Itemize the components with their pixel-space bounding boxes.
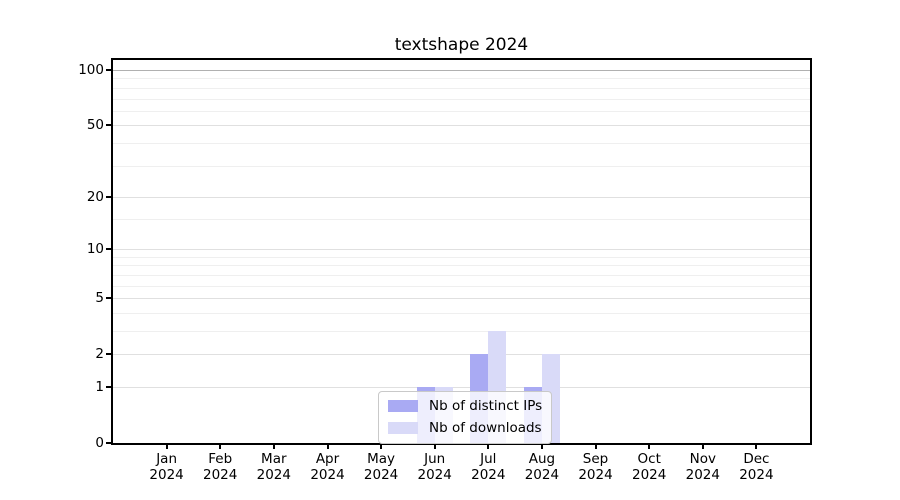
minor-gridline	[113, 312, 810, 314]
minor-gridline	[113, 87, 810, 89]
major-gridline	[113, 125, 810, 127]
x-tick-label: Sep 2024	[578, 451, 613, 483]
x-tick-label: Jan 2024	[149, 451, 184, 483]
x-tick-mark	[487, 444, 490, 449]
x-tick-mark	[594, 444, 597, 449]
x-tick-label: May 2024	[363, 451, 399, 483]
y-tick-label: 50	[86, 117, 104, 134]
major-gridline	[113, 249, 810, 251]
minor-gridline	[113, 165, 810, 167]
x-tick-label: Dec 2024	[739, 451, 774, 483]
major-gridline	[113, 70, 810, 71]
legend: Nb of distinct IPs Nb of downloads	[378, 391, 553, 444]
y-tick-mark	[106, 69, 112, 71]
x-tick-mark	[165, 444, 168, 449]
minor-gridline	[113, 331, 810, 332]
minor-gridline	[113, 285, 810, 287]
major-gridline	[113, 196, 810, 198]
legend-item: Nb of distinct IPs	[388, 398, 542, 414]
y-tick-mark	[106, 124, 112, 127]
x-tick-mark	[701, 444, 704, 449]
x-tick-mark	[648, 444, 651, 449]
minor-gridline	[113, 218, 810, 220]
y-tick-mark	[106, 442, 112, 444]
minor-gridline	[113, 142, 810, 144]
x-tick-mark	[326, 444, 329, 449]
x-tick-label: Aug 2024	[524, 451, 560, 483]
major-gridline	[113, 298, 810, 300]
y-tick-label: 1	[95, 379, 104, 395]
x-tick-mark	[433, 444, 436, 449]
major-gridline	[113, 387, 810, 388]
legend-swatch	[388, 400, 418, 412]
minor-gridline	[113, 256, 810, 258]
legend-item: Nb of downloads	[388, 420, 542, 436]
x-tick-mark	[272, 444, 275, 449]
x-tick-mark	[755, 444, 758, 449]
plot-area	[113, 60, 810, 443]
x-tick-mark	[380, 444, 383, 449]
x-tick-mark	[219, 444, 222, 449]
y-tick-label: 5	[95, 290, 104, 307]
x-tick-label: Nov 2024	[685, 451, 720, 483]
y-tick-mark	[106, 353, 112, 356]
x-tick-label: Jul 2024	[471, 451, 506, 483]
chart-title: textshape 2024	[394, 35, 529, 55]
y-tick-mark	[106, 386, 112, 388]
minor-gridline	[113, 98, 810, 100]
y-tick-mark	[106, 248, 112, 251]
y-tick-label: 2	[95, 346, 104, 363]
legend-label: Nb of distinct IPs	[429, 398, 543, 414]
y-tick-label: 0	[95, 435, 104, 451]
minor-gridline	[113, 265, 810, 267]
major-gridline	[113, 354, 810, 356]
x-tick-mark	[540, 444, 543, 449]
x-tick-label: Mar 2024	[256, 451, 291, 483]
x-tick-label: Oct 2024	[632, 451, 667, 483]
minor-gridline	[113, 110, 810, 112]
y-tick-label: 10	[86, 241, 104, 258]
y-tick-label: 20	[86, 188, 104, 205]
legend-swatch	[388, 422, 418, 434]
x-tick-label: Apr 2024	[310, 451, 345, 483]
y-tick-mark	[106, 297, 112, 300]
minor-gridline	[113, 274, 810, 276]
legend-label: Nb of downloads	[429, 420, 542, 436]
y-tick-label: 100	[78, 62, 104, 78]
x-tick-label: Jun 2024	[417, 451, 452, 483]
minor-gridline	[113, 78, 810, 80]
y-tick-mark	[106, 195, 112, 198]
x-tick-label: Feb 2024	[203, 451, 238, 483]
